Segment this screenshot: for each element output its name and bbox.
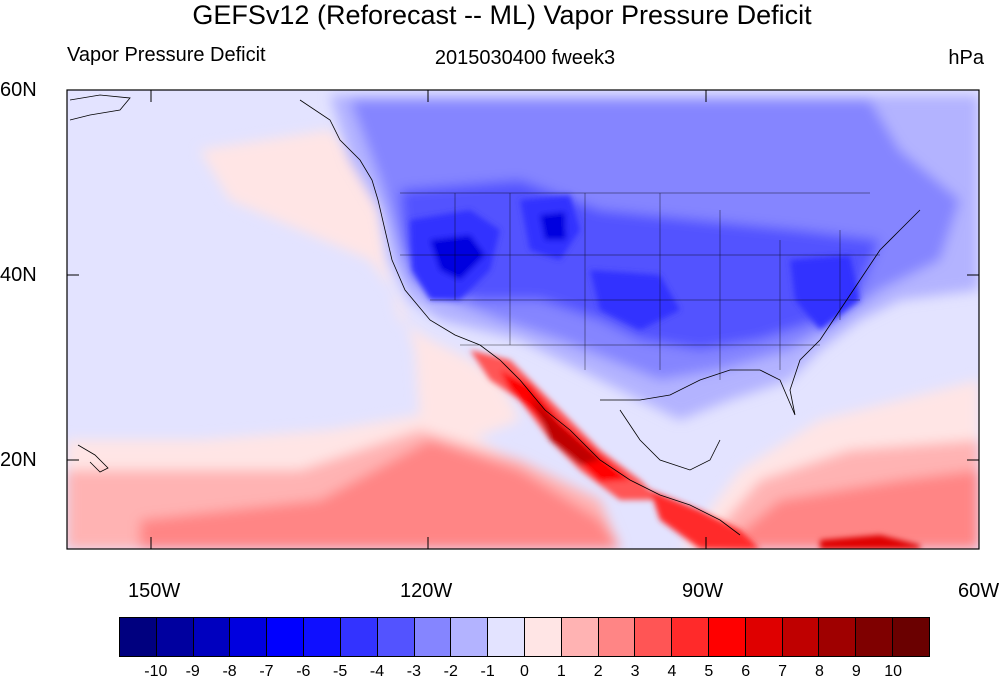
pacific-coast [299, 99, 741, 536]
colorbar-swatch [451, 618, 489, 656]
lon-tick-label: 60W [958, 580, 1000, 602]
lat-tick-label: 60N [0, 79, 37, 101]
colorbar-swatch [709, 618, 746, 656]
colorbar-label: -5 [333, 663, 348, 680]
map-title: GEFSv12 (Reforecast -- ML) Vapor Pressur… [192, 0, 812, 30]
colorbar-swatch [414, 618, 452, 656]
lat-tick-label: 40N [0, 264, 37, 286]
colorbar-label: -2 [443, 663, 458, 680]
colorbar-swatch [193, 618, 231, 656]
colorbar-label: 0 [520, 663, 529, 680]
colorbar-swatch [893, 618, 929, 656]
south-america-positive [820, 535, 920, 549]
hawaii-outline [77, 444, 109, 473]
vpd-field [67, 90, 979, 549]
colorbar [119, 617, 930, 657]
colorbar-swatch [598, 618, 636, 656]
map-frame [66, 89, 980, 550]
bottom-major-ticks [150, 537, 980, 549]
lon-tick-label: 150W [128, 580, 181, 602]
colorbar-label: 9 [851, 663, 861, 680]
axis-ticks [67, 89, 980, 549]
colorbar-swatch [304, 618, 341, 656]
colorbar-swatch [782, 618, 820, 656]
caribbean-strong [720, 470, 979, 549]
yucatan-coast [619, 409, 721, 471]
colorbar-swatch [488, 618, 525, 656]
left-major-ticks [67, 89, 79, 461]
colorbar-label: -1 [480, 663, 495, 680]
colorbar-swatch [561, 618, 599, 656]
coastlines [69, 94, 921, 536]
units-label: hPa [948, 47, 984, 69]
forecast-time-label: 2015030400 fweek3 [434, 47, 616, 69]
variable-label: Vapor Pressure Deficit [67, 44, 266, 66]
colorbar-label: -8 [222, 663, 237, 680]
colorbar-label: 2 [593, 663, 603, 680]
colorbar-label: -6 [296, 663, 311, 680]
colorbar-swatch [156, 618, 194, 656]
right-major-ticks [967, 89, 979, 461]
colorbar-swatch [745, 618, 783, 656]
rockies-peak [540, 212, 566, 240]
top-major-ticks [150, 90, 707, 102]
colorbar-label: -3 [406, 663, 422, 680]
colorbar-label: 10 [884, 663, 903, 680]
alaska-coast [69, 94, 131, 121]
great-basin-peak [430, 235, 485, 280]
colorbar-label: 5 [704, 663, 714, 680]
conus-negative [400, 180, 880, 350]
colorbar-swatch [377, 618, 415, 656]
tropical-pacific-strong [140, 440, 620, 549]
colorbar-label: -7 [259, 663, 274, 680]
lon-tick-label: 120W [400, 580, 453, 602]
lon-tick-label: 90W [682, 580, 724, 602]
east-coast-negative [790, 255, 860, 330]
gulf-atlantic-coast [600, 209, 921, 416]
colorbar-label: 6 [741, 663, 751, 680]
state-lines-vertical [454, 193, 841, 380]
colorbar-swatch [524, 618, 562, 656]
colorbar-label: -4 [369, 663, 385, 680]
state-lines-horizontal [400, 254, 880, 346]
state-boundaries [400, 192, 880, 380]
colorbar-label: -10 [144, 663, 168, 680]
colorbar-swatch [672, 618, 709, 656]
colorbar-label: 4 [667, 663, 677, 680]
colorbar-label: 8 [814, 663, 824, 680]
colorbar-label: 7 [778, 663, 787, 680]
pacific-positive-region [200, 130, 520, 440]
colorbar-label: 1 [556, 663, 566, 680]
central-america-positive [650, 490, 760, 549]
colorbar-swatch [856, 618, 894, 656]
colorbar-swatch [267, 618, 305, 656]
colorbar-swatch [819, 618, 857, 656]
colorbar-label: -9 [185, 663, 200, 680]
colorbar-swatch [230, 618, 268, 656]
colorbar-swatch [340, 618, 378, 656]
colorbar-label: 3 [630, 663, 640, 680]
lat-tick-label: 20N [0, 449, 37, 471]
colorbar-swatch [120, 618, 157, 656]
colorbar-swatch [635, 618, 673, 656]
